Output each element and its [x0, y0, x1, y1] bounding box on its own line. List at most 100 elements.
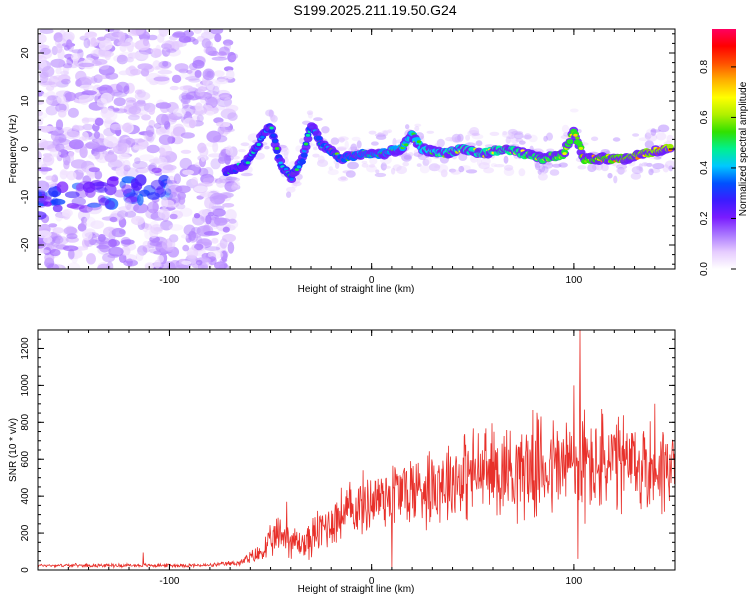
spectrogram-noise-cell [195, 102, 203, 112]
spectrogram-noise-cell [195, 259, 203, 266]
spectrogram-halo-cell [460, 165, 471, 171]
spectrogram-halo-cell [436, 138, 445, 148]
spectrogram-noise-cell [149, 226, 159, 239]
spectrogram-halo-cell [507, 128, 518, 136]
spectrogram-halo-cell [650, 168, 661, 174]
spectrogram-halo-cell [501, 131, 512, 138]
spectrogram-ridge-cell [575, 136, 580, 140]
snr-xlabel: Height of straight line (km) [298, 584, 415, 595]
spectrogram-halo-cell [537, 173, 548, 181]
spectrogram-halo-cell [361, 160, 368, 164]
colorbar-tick-label: 0.8 [699, 60, 710, 74]
spectrogram-noise-cell [75, 172, 83, 181]
spectrogram-noise-cell [192, 38, 199, 45]
spectrogram-halo-cell [540, 168, 545, 176]
spectrogram-noise-cell [122, 122, 132, 133]
snr-xtick-label: -100 [159, 576, 179, 587]
spectrogram-noise-cell [56, 43, 63, 54]
spectrogram-halo-cell [522, 135, 533, 139]
spectrogram-noise-cell [98, 50, 114, 58]
spectrogram-noise-cell [137, 245, 148, 256]
spectrogram-halo-cell [445, 136, 456, 142]
spectrogram-halo-cell [646, 128, 657, 137]
spectrogram-halo-cell [392, 137, 397, 147]
spectrogram-noise-cell [113, 97, 126, 107]
spectrogram-noise-cell [85, 141, 100, 149]
spectrogram-halo-cell [503, 167, 515, 176]
spectrogram-noise-cell [156, 156, 168, 167]
spectrogram-noise-cell [218, 51, 227, 56]
spectrogram-noise-cell [94, 149, 101, 160]
spectrogram-halo-cell [299, 138, 304, 144]
spectrogram-noise-cell [140, 68, 150, 77]
spectrogram-noise-cell [205, 214, 212, 225]
spectrogram-noise-cell [148, 107, 156, 115]
spectrogram-halo-cell [374, 172, 387, 178]
spectrogram-halo-cell [361, 163, 369, 168]
spectrogram-halo-cell [561, 124, 570, 134]
spectrogram-halo-cell [524, 133, 532, 140]
spectrogram-noise-cell [93, 131, 101, 139]
spectrogram-noise-cell [181, 260, 192, 265]
spectrogram-noise-cell [79, 146, 88, 159]
spectrogram-halo-cell [552, 163, 562, 168]
spectrogram-noise-cell [81, 117, 97, 122]
spectrogram-halo-cell [662, 164, 670, 173]
spectrogram-noise-cell [118, 70, 130, 76]
spectrogram-noise-cell [77, 168, 88, 173]
spectrogram-noise-cell [50, 236, 61, 247]
spectrogram-noise-cell [160, 147, 167, 160]
spectrogram-halo-cell [534, 162, 540, 171]
spectrogram-noise-cell [228, 218, 237, 224]
spectrogram-noise-cell [67, 262, 81, 269]
spectrogram-noise-cell [146, 144, 160, 154]
spectrogram-noise-cell [39, 29, 54, 34]
spectrogram-halo-cell [425, 157, 432, 165]
spectrogram-halo-cell [577, 165, 587, 170]
spectrogram-noise-cell [139, 154, 155, 162]
spectrogram-noise-cell [183, 224, 196, 236]
spectrogram-noise-cell [229, 54, 238, 61]
spectrogram-halo-cell [351, 136, 361, 142]
spectrogram-noise-cell [67, 107, 79, 118]
spectrogram-noise-cell [169, 213, 178, 220]
spectrogram-halo-cell [380, 162, 387, 171]
spectrogram-noise-cell [62, 154, 71, 166]
spectrogram-noise-cell [169, 191, 178, 198]
spectrogram-noise-cell [92, 181, 109, 187]
spectrogram-halo-cell [337, 136, 349, 141]
snr-xtick-label: 0 [369, 576, 375, 587]
spectrogram-noise-cell [157, 208, 170, 220]
spectrogram-halo-cell [587, 163, 597, 173]
spectrogram-noise-cell [156, 185, 165, 195]
spectrogram-ridge-cell [404, 143, 409, 147]
spectrogram-noise-cell [180, 132, 195, 139]
spectrogram-halo-cell [328, 166, 334, 171]
spectrogram-noise-cell [82, 123, 94, 131]
spectrogram-noise-cell [215, 262, 225, 269]
spectrogram-halo-cell [644, 140, 654, 149]
spectrogram-noise-cell [144, 223, 152, 231]
spectrogram-noise-cell [56, 181, 69, 193]
spectrogram-noise-cell [123, 164, 131, 172]
spectrogram-noise-cell [116, 54, 128, 65]
spectrogram-halo-cell [569, 108, 579, 113]
colorbar-tick-label: 0.2 [699, 211, 710, 225]
spectrogram-noise-cell [81, 238, 90, 249]
colorbar-tick-label: 0.0 [699, 262, 710, 276]
spectrogram-halo-cell [505, 136, 511, 144]
spectrogram-noise-cell [179, 207, 193, 217]
spectrogram-noise-cell [179, 157, 192, 170]
spectrogram-halo-cell [350, 143, 358, 152]
spectrogram-noise-cell [78, 94, 93, 101]
spectrogram-noise-cell [38, 110, 43, 117]
spectrogram-halo-cell [283, 150, 289, 159]
spectrogram-halo-cell [476, 157, 482, 167]
spectrogram-noise-cell [75, 183, 85, 192]
spectrogram-halo-cell [366, 165, 377, 173]
spectrogram-halo-cell [541, 166, 549, 174]
spectrogram-noise-cell [64, 191, 80, 199]
spectrogram-halo-cell [615, 168, 627, 174]
spectrogram-noise-cell [127, 52, 141, 59]
